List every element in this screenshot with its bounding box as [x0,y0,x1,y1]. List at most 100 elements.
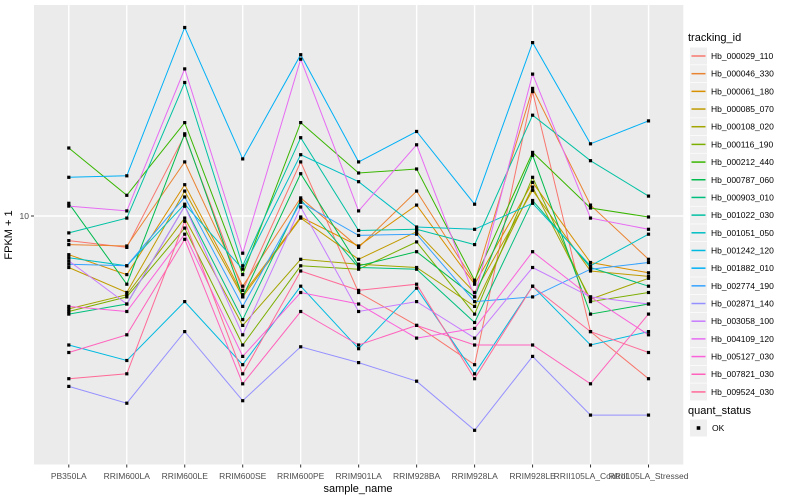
data-point [531,188,535,192]
data-point [299,264,303,268]
data-point [646,377,651,381]
data-point [531,265,535,270]
data-point [415,225,419,229]
data-point [473,280,477,284]
data-point [588,343,593,347]
legend-label: Hb_000085_070 [711,104,774,114]
data-point [125,290,129,295]
data-point [473,295,477,299]
data-point [646,271,651,275]
x-tick-label: RRIM600LA [104,471,151,481]
data-point [299,57,303,61]
data-point [241,318,245,322]
x-tick-label: RRII105LA_Stressed [609,471,689,481]
data-point [299,284,303,288]
data-point [299,216,303,220]
data-point [588,206,593,210]
data-point [357,171,361,175]
data-point [67,243,71,247]
data-point [588,382,593,386]
data-point [531,150,535,154]
data-point [646,232,651,236]
data-point [299,172,303,176]
data-point [67,350,71,355]
data-point [646,276,651,280]
data-point [183,67,187,71]
data-point [588,295,593,299]
data-point [241,251,245,255]
data-point [67,265,71,270]
data-point [125,333,129,337]
legend-label: Hb_000061_180 [711,86,774,96]
data-point [67,146,71,150]
data-point [588,267,593,271]
data-point [125,264,129,268]
data-point [588,142,593,146]
data-point [125,244,129,248]
data-point [183,183,187,187]
data-point [183,232,187,236]
data-point [125,309,129,314]
data-point [473,202,477,206]
data-point [415,286,419,290]
data-point [183,330,187,334]
data-point [357,347,361,351]
data-point [183,189,187,193]
data-point [299,198,303,202]
data-point [646,194,651,198]
data-point [125,372,129,376]
data-point [241,284,245,288]
data-point [67,304,71,308]
data-point [531,180,535,184]
x-tick-label: RRIM928LA [451,471,498,481]
data-point [183,80,187,85]
data-point [646,260,651,265]
data-point [588,216,593,220]
data-point [646,215,651,219]
data-point [125,273,129,277]
legend-label: Hb_001022_030 [711,210,774,220]
data-point [241,264,245,268]
data-point [415,232,419,236]
data-point [473,320,477,325]
data-point [473,377,477,381]
data-point [588,159,593,163]
data-point [125,209,129,213]
data-point [531,354,535,358]
data-point [415,282,419,286]
data-point [646,312,651,316]
data-point [473,428,477,432]
data-point [67,343,71,347]
data-point [473,227,477,231]
data-point [357,233,361,237]
legend-label: Hb_000046_330 [711,69,774,79]
data-point [241,354,245,358]
legend-label: Hb_007821_030 [711,369,774,379]
data-point [646,330,651,334]
legend-title-tracking-id: tracking_id [688,32,741,44]
data-point [357,302,361,306]
x-tick-label: RRIM901LA [335,471,382,481]
data-point [531,198,535,203]
data-point [588,312,593,316]
data-point [415,265,419,270]
data-point [125,302,129,306]
data-point [531,201,535,205]
data-point [531,86,535,90]
data-point [241,343,245,347]
legend-label: Hb_004109_120 [711,334,774,344]
data-point [67,256,71,260]
data-point [241,288,245,292]
data-point [299,196,303,200]
data-point [531,41,535,45]
data-point [646,274,651,278]
data-point [183,216,187,220]
data-point [67,309,71,314]
data-point [588,260,593,265]
legend-label: Hb_005127_030 [711,352,774,362]
data-point [473,336,477,340]
data-point [357,290,361,295]
data-point [357,309,361,314]
x-tick-label: RRIM600LE [162,471,209,481]
x-tick-label: PB350LA [51,471,87,481]
